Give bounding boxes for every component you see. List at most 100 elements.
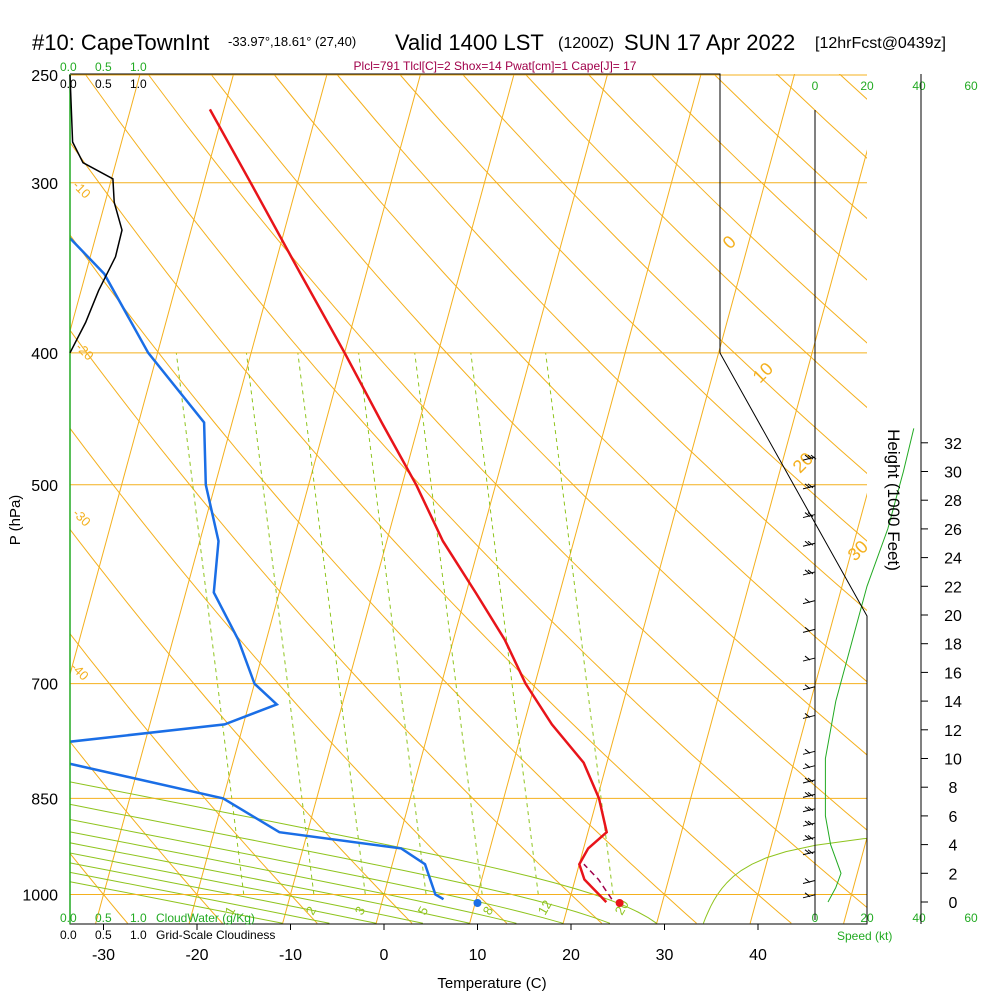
mixing-ratio-line <box>470 352 539 895</box>
height-tick-label: 2 <box>949 866 958 883</box>
wind-barb-flag <box>804 763 811 769</box>
pressure-tick-label: 250 <box>31 68 58 85</box>
surface-dewpoint-marker <box>473 899 482 907</box>
pressure-tick-label: 300 <box>31 176 58 193</box>
dry-adiabat-line <box>524 74 867 409</box>
dry-adiabat-line <box>70 141 792 924</box>
dry-adiabat-line <box>70 740 223 924</box>
wind-barb-flag <box>807 540 814 546</box>
wind-barb-flag <box>804 713 811 718</box>
speed-tick-bottom: 60 <box>964 911 978 925</box>
forecast-date: SUN 17 Apr 2022 <box>624 30 795 55</box>
isotherm-label: 20 <box>789 449 817 477</box>
mixing-ratio-line <box>245 352 315 895</box>
height-tick-label: 30 <box>944 465 962 482</box>
wind-barb-flag <box>804 806 811 812</box>
y-axis-label: P (hPa) <box>7 495 24 546</box>
height-tick-label: 4 <box>949 838 958 855</box>
height-tick-label: 32 <box>944 436 962 453</box>
wind-barb-flag <box>804 777 811 783</box>
height-tick-label: 16 <box>944 665 962 682</box>
mixing-ratio-label: 5 <box>415 904 432 918</box>
cloudiness-bot-05: 0.5 <box>95 928 112 942</box>
height-tick-label: 14 <box>944 694 962 711</box>
wind-barb-flag <box>804 569 811 575</box>
wind-barb <box>802 763 816 770</box>
x-tick-label: 10 <box>469 947 487 964</box>
dry-adiabat-line <box>70 528 413 924</box>
wind-barb-flag <box>804 791 811 797</box>
speed-tick-top: 0 <box>812 79 819 93</box>
wind-barb-flag <box>804 626 811 632</box>
surface-temperature-marker <box>615 899 624 907</box>
height-tick-label: 12 <box>944 723 962 740</box>
height-tick-label: 0 <box>949 895 958 912</box>
moist-adiabat-line <box>70 803 611 924</box>
x-tick-label: -10 <box>279 947 302 964</box>
wind-barb-flag <box>804 849 811 855</box>
x-tick-label: 30 <box>656 947 674 964</box>
isotherm-line <box>70 74 141 334</box>
wind-barb-flag <box>807 820 814 826</box>
pressure-tick-label: 700 <box>31 677 58 694</box>
moist-adiabat-line <box>70 852 424 924</box>
left-isotherm-label: -30 <box>70 506 94 530</box>
left-isotherm-label: -20 <box>73 340 97 364</box>
wind-barb-flag <box>804 512 811 517</box>
dry-adiabat-line <box>587 74 867 344</box>
pressure-tick-label: 850 <box>31 791 58 808</box>
wind-barb-flag <box>807 835 814 840</box>
mixing-ratio-line <box>414 352 483 895</box>
wind-barb <box>802 454 817 461</box>
mixing-ratio-label: 3 <box>352 904 369 918</box>
wind-barb-flag <box>804 454 811 460</box>
cloudiness-bot-1: 1.0 <box>130 928 147 942</box>
moist-adiabat-line <box>70 831 517 924</box>
cloudwater-bot-05: 0.5 <box>95 911 112 925</box>
height-tick-label: 8 <box>949 780 958 797</box>
dry-adiabat-line <box>0 26 33 924</box>
wind-barb <box>802 878 816 884</box>
zulu-time: (1200Z) <box>558 35 614 52</box>
wind-barb <box>802 713 816 719</box>
wind-barb <box>802 483 816 490</box>
wind-barb-flag <box>804 835 811 840</box>
wind-barb-flag <box>804 540 811 546</box>
dry-adiabat-line <box>210 74 867 756</box>
x-tick-label: -20 <box>185 947 208 964</box>
isotherm-labels: 0 10 20 30 -10 -20 -30 -40 <box>68 178 872 684</box>
wind-barb-flag <box>807 569 814 575</box>
isotherm-line <box>70 74 235 677</box>
height-tick-label: 10 <box>944 752 962 769</box>
wind-barb <box>802 777 816 784</box>
height-tick-label: 20 <box>944 608 962 625</box>
cloudwater-top-1: 1.0 <box>130 60 147 74</box>
isotherm-line <box>95 74 328 924</box>
wind-barb-flag <box>804 748 811 754</box>
isotherm-line <box>375 74 609 924</box>
wind-barb-flag <box>804 655 811 661</box>
left-isotherm-label: -10 <box>70 178 94 202</box>
height-tick-label: 18 <box>944 637 962 654</box>
mixing-ratio-line <box>358 352 427 895</box>
dry-adiabat-line <box>973 26 1000 924</box>
moist-adiabat-line <box>70 881 283 924</box>
x-tick-label: 0 <box>380 947 389 964</box>
wind-speed-line <box>824 428 915 903</box>
wind-barb <box>802 791 816 798</box>
wind-barb-flag <box>807 791 814 797</box>
isotherm-label: 30 <box>844 537 872 565</box>
dry-adiabat-line <box>70 632 318 924</box>
left-isotherm-label: -40 <box>68 660 92 684</box>
speed-tick-bottom: 40 <box>912 911 926 925</box>
dry-adiabat-line <box>398 74 867 542</box>
wind-barb-flag <box>804 878 811 883</box>
wind-barb <box>802 684 816 691</box>
wind-barb <box>802 892 816 899</box>
wind-barb-flag <box>804 483 811 489</box>
grid-lines <box>0 26 1000 924</box>
dry-adiabat-line <box>850 26 1000 924</box>
wind-panel: 0 0 20 20 40 40 60 60 <box>802 79 978 925</box>
height-tick-label: 26 <box>944 522 962 539</box>
